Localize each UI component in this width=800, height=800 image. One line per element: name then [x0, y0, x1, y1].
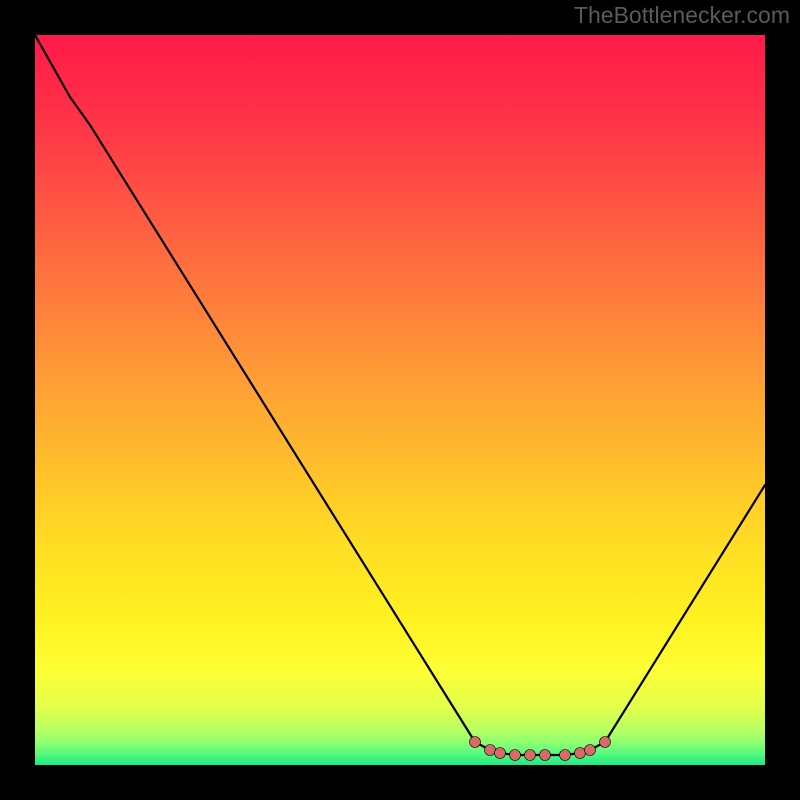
- valley-marker: [510, 750, 521, 761]
- watermark-text: TheBottlenecker.com: [574, 2, 790, 29]
- valley-marker: [600, 737, 611, 748]
- chart-frame: TheBottlenecker.com: [0, 0, 800, 800]
- bottleneck-curve: [35, 35, 765, 765]
- valley-marker: [525, 750, 536, 761]
- plot-area: [35, 35, 765, 765]
- valley-marker: [575, 748, 586, 759]
- valley-marker: [485, 745, 496, 756]
- valley-marker: [560, 750, 571, 761]
- valley-marker: [470, 737, 481, 748]
- valley-marker: [540, 750, 551, 761]
- valley-marker: [495, 748, 506, 759]
- valley-marker: [585, 745, 596, 756]
